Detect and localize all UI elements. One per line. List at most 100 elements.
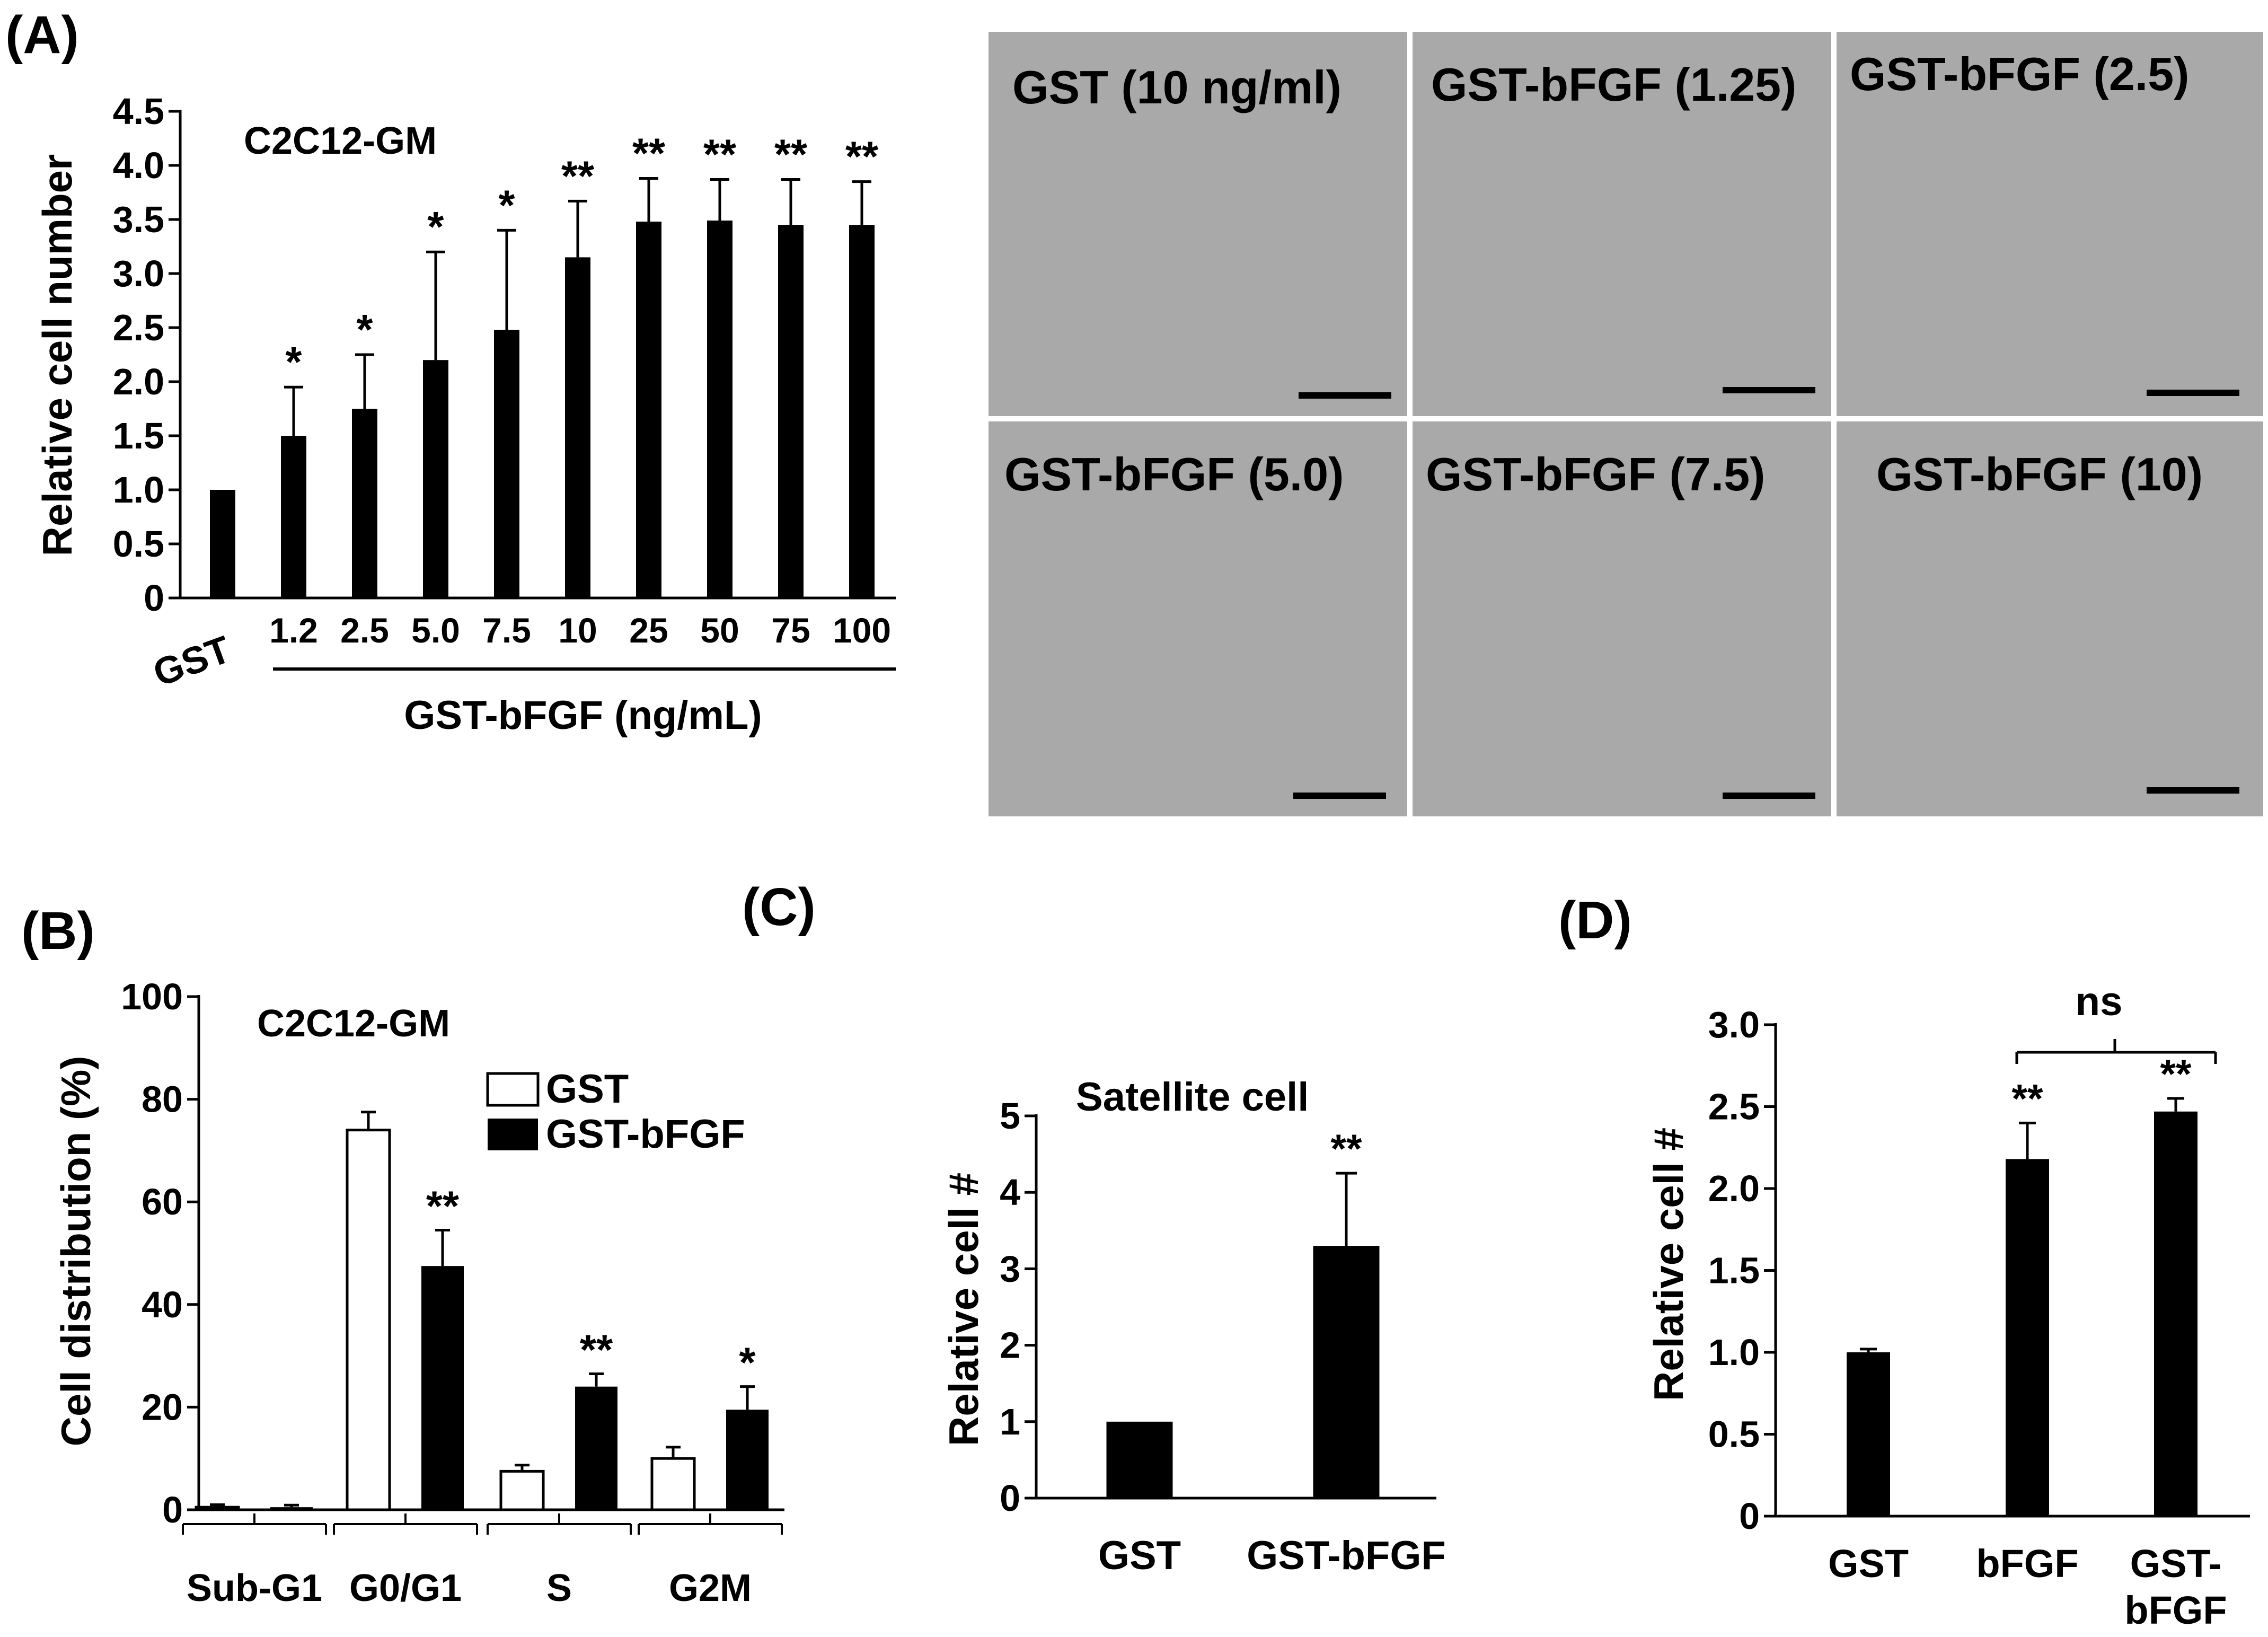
scale-bar — [1723, 387, 1815, 393]
y-tick-label: 2.0 — [113, 361, 164, 402]
significance-label: ** — [703, 131, 737, 178]
y-tick-label: 0 — [1000, 1477, 1020, 1519]
micrograph-grid: GST (10 ng/ml) GST-bFGF (1.25) GST-bFGF … — [989, 32, 2263, 816]
y-tick-label: 0 — [1739, 1495, 1760, 1537]
bar — [849, 225, 875, 598]
panel-label-d: (D) — [1558, 891, 1632, 950]
chart-a: 0 0.5 1.0 1.5 2.0 2.5 3.0 3.5 4.0 4.5 GST * 1.2 * 2.5 *… — [34, 91, 896, 738]
significance-label: ** — [632, 129, 666, 177]
y-tick-label: 0 — [162, 1489, 183, 1530]
bar-gst — [650, 1457, 696, 1511]
y-tick-label: 4 — [1000, 1172, 1020, 1213]
significance-label: ** — [2160, 1052, 2192, 1097]
bar-gst-bfgf — [270, 1507, 313, 1510]
significance-label: * — [739, 1339, 756, 1386]
x-tick-label: GST-bFGF — [2124, 1542, 2227, 1632]
x-category-label: Sub-G1 — [187, 1567, 322, 1609]
x-category-label: G0/G1 — [349, 1567, 462, 1609]
y-axis-label: Cell distribution (%) — [52, 1056, 99, 1447]
bar-gst-bfgf — [575, 1386, 617, 1510]
chart-title: C2C12-GM — [257, 1002, 450, 1045]
x-tick-label: GST — [1828, 1542, 1909, 1586]
scale-bar — [1299, 392, 1391, 399]
scale-bar — [1723, 793, 1815, 799]
x-tick-label: 5.0 — [411, 611, 460, 650]
significance-label: ** — [1330, 1126, 1362, 1172]
micrograph-label: GST-bFGF (1.25) — [1431, 58, 1796, 111]
x-tick-label: GST — [1098, 1533, 1181, 1578]
significance-label: ** — [2011, 1076, 2043, 1121]
micrograph-bfgf-1-25 — [1413, 32, 1831, 416]
y-tick-label: 2.5 — [1708, 1086, 1760, 1128]
y-tick-label: 0.5 — [1708, 1414, 1760, 1455]
bar — [210, 490, 235, 598]
y-tick-label: 80 — [142, 1079, 183, 1120]
micrograph-gst-10 — [989, 32, 1407, 416]
y-tick-label: 3.0 — [113, 253, 164, 294]
legend-label: GST-bFGF — [546, 1112, 745, 1157]
x-category-label: G2M — [669, 1567, 752, 1609]
bar — [2154, 1111, 2198, 1516]
y-tick-label: 5 — [1000, 1095, 1020, 1137]
y-axis-label: Relative cell # — [940, 1173, 987, 1446]
bar — [1313, 1246, 1380, 1498]
bar — [565, 257, 590, 598]
scale-bar — [2147, 787, 2239, 794]
significance-label: ** — [426, 1182, 460, 1229]
x-tick-label: 75 — [771, 611, 810, 650]
x-tick-label: 1.2 — [269, 611, 318, 650]
y-tick-label: 100 — [121, 976, 183, 1017]
bar-gst — [499, 1469, 545, 1511]
y-axis-label: Relative cell number — [34, 154, 81, 557]
chart-title: Satellite cell — [1076, 1075, 1309, 1120]
legend-label: GST — [546, 1067, 629, 1112]
y-tick-label: 4.0 — [113, 145, 164, 186]
micrograph-bfgf-7-5 — [1413, 421, 1831, 816]
panel-label-c: (C) — [742, 877, 816, 937]
bar — [1106, 1421, 1173, 1498]
comparison-label: ns — [2076, 979, 2123, 1024]
y-tick-label: 1.0 — [1708, 1332, 1760, 1373]
y-tick-label: 0 — [144, 577, 164, 619]
significance-label: ** — [845, 133, 879, 180]
bar — [423, 360, 448, 598]
y-tick-label: 2.0 — [1708, 1168, 1760, 1209]
bar — [636, 222, 661, 599]
y-tick-label: 2 — [1000, 1325, 1020, 1366]
legend-swatch-gst-bfgf — [488, 1119, 538, 1150]
y-tick-label: 3.0 — [1708, 1004, 1760, 1045]
x-category-label: S — [546, 1567, 572, 1609]
micrograph-label: GST-bFGF (5.0) — [1004, 448, 1344, 500]
significance-label: * — [498, 181, 515, 228]
significance-label: * — [427, 203, 444, 250]
scale-bar — [2147, 390, 2239, 396]
x-tick-label: GST — [148, 628, 236, 695]
y-tick-label: 60 — [142, 1181, 183, 1222]
significance-label: * — [285, 338, 302, 385]
bar — [1847, 1352, 1890, 1516]
micrograph-label: GST (10 ng/ml) — [1012, 61, 1342, 113]
legend-swatch-gst — [486, 1072, 540, 1107]
x-tick-label: GST-bFGF — [1247, 1533, 1446, 1578]
panel-label-b: (B) — [21, 901, 95, 961]
x-tick-label: bFGF — [1976, 1542, 2078, 1586]
significance-label: ** — [580, 1326, 613, 1373]
y-tick-label: 20 — [142, 1386, 183, 1428]
x-tick-label: 100 — [833, 611, 891, 650]
bar — [494, 330, 519, 598]
chart-d: 0 0.5 1.0 1.5 2.0 2.5 3.0 GST ** bFGF ** GST-bFGF ns… — [1645, 979, 2250, 1632]
x-tick-label: 50 — [700, 611, 739, 650]
y-tick-label: 1.0 — [113, 469, 164, 511]
micrograph-bfgf-5-0 — [989, 421, 1407, 816]
micrograph-label: GST-bFGF (10) — [1876, 448, 2203, 500]
significance-label: * — [356, 306, 373, 353]
y-tick-label: 40 — [142, 1284, 183, 1325]
micrograph-bfgf-10 — [1837, 421, 2263, 816]
y-tick-label: 2.5 — [113, 307, 164, 348]
micrograph-bfgf-2-5 — [1837, 32, 2263, 416]
scale-bar — [1293, 793, 1386, 799]
y-tick-label: 1.5 — [1708, 1250, 1760, 1291]
significance-label: ** — [561, 152, 595, 199]
